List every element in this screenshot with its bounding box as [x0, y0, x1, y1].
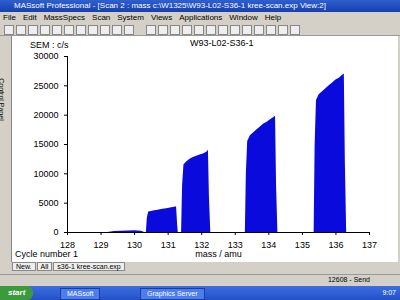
svg-text:134: 134	[261, 240, 276, 250]
html-text:File: File	[3, 13, 16, 22]
html-text:Edit: Edit	[22, 13, 37, 22]
svg-text:137: 137	[362, 240, 377, 250]
html-text:Views: Views	[151, 13, 173, 22]
svg-text:5000: 5000	[38, 198, 58, 208]
svg-text:0: 0	[53, 227, 58, 237]
html-text:MASsoft Professional - [Scan 2: MASsoft Professional - [Scan 2 : mass c:…	[14, 1, 326, 10]
svg-text:135: 135	[295, 240, 310, 250]
html-text:Graphics Server: Graphics Server	[147, 290, 198, 297]
html-text:9:07: 9:07	[382, 289, 396, 296]
svg-text:30000: 30000	[33, 51, 58, 61]
html-text:Applications: Applications	[179, 13, 223, 22]
html-text:Help: Help	[264, 13, 282, 22]
html-text:Scan: Scan	[92, 13, 111, 22]
html-text:s36-1 kree-scan.exp: s36-1 kree-scan.exp	[57, 263, 121, 270]
svg-text:mass / amu: mass / amu	[195, 249, 242, 259]
svg-text:133: 133	[227, 239, 243, 250]
svg-text:129: 129	[94, 240, 109, 250]
html-text:System: System	[117, 13, 144, 22]
html-text:Window: Window	[229, 13, 258, 22]
html-text:All: All	[40, 263, 49, 270]
svg-text:20000: 20000	[33, 110, 58, 120]
html-text:12608 - Send: 12608 - Send	[328, 276, 370, 283]
html-text:start: start	[8, 288, 26, 297]
svg-text:128: 128	[60, 240, 75, 250]
svg-text:130: 130	[127, 240, 142, 250]
html-text:Cycle number 1: Cycle number 1	[15, 249, 78, 259]
svg-text:25000: 25000	[33, 81, 58, 91]
html-text:MassSpecs: MassSpecs	[43, 13, 85, 22]
html-text:New.: New.	[16, 263, 32, 270]
html-text:MASsoft: MASsoft	[67, 290, 94, 297]
svg-text:10000: 10000	[33, 169, 58, 179]
svg-text:15000: 15000	[33, 139, 58, 149]
html-text:W93-L02-S36-1: W93-L02-S36-1	[190, 38, 254, 48]
svg-text:131: 131	[161, 240, 176, 250]
svg-text:132: 132	[194, 239, 210, 250]
svg-text:136: 136	[328, 240, 343, 250]
html-text:SEM : c/s: SEM : c/s	[30, 40, 69, 50]
